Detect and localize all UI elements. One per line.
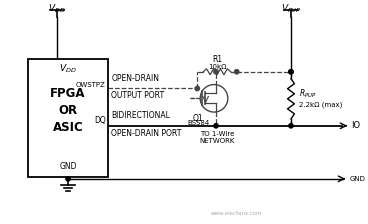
Text: 10kΩ: 10kΩ	[208, 64, 226, 70]
Circle shape	[214, 124, 218, 128]
Circle shape	[66, 177, 70, 181]
Text: Q1: Q1	[193, 114, 204, 123]
Text: OPEN-DRAIN: OPEN-DRAIN	[112, 74, 159, 83]
Text: $R_{PUP}$: $R_{PUP}$	[299, 88, 316, 100]
Text: $V_{DD}$: $V_{DD}$	[49, 2, 66, 15]
Text: GND: GND	[59, 162, 77, 170]
Circle shape	[214, 70, 218, 74]
Text: www.elecfans.com: www.elecfans.com	[211, 211, 262, 216]
Text: OWSTPZ: OWSTPZ	[76, 82, 106, 88]
Text: $V_{PUP}$: $V_{PUP}$	[281, 2, 301, 15]
Circle shape	[289, 124, 293, 128]
Text: FPGA
OR
ASIC: FPGA OR ASIC	[50, 87, 86, 134]
Circle shape	[289, 70, 293, 74]
Text: TO 1-Wire
NETWORK: TO 1-Wire NETWORK	[199, 131, 235, 144]
Text: 2.2kΩ (max): 2.2kΩ (max)	[299, 101, 342, 108]
Text: OUTPUT PORT: OUTPUT PORT	[112, 91, 164, 100]
Circle shape	[289, 70, 293, 74]
Circle shape	[234, 70, 239, 74]
Circle shape	[195, 86, 199, 91]
Text: IO: IO	[351, 121, 360, 130]
Text: DQ: DQ	[94, 116, 106, 125]
Bar	[28, 59, 109, 177]
Text: OPEN-DRAIN PORT: OPEN-DRAIN PORT	[112, 129, 182, 138]
Text: BIDIRECTIONAL: BIDIRECTIONAL	[112, 111, 170, 120]
Text: $V_{DD}$: $V_{DD}$	[59, 62, 77, 75]
Text: GND: GND	[349, 176, 365, 182]
Text: R1: R1	[212, 55, 222, 64]
Text: BSS84: BSS84	[187, 120, 209, 126]
